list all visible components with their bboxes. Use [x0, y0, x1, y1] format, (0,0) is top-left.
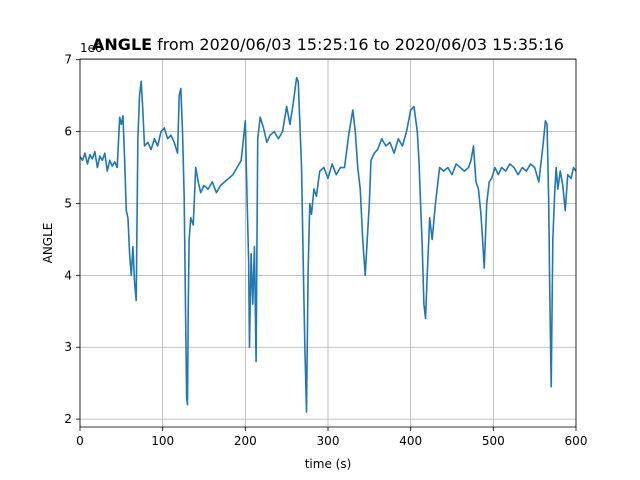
x-tick-label: 400: [399, 434, 422, 448]
y-tick-label: 2: [64, 412, 72, 426]
y-axis-label: ANGLE: [41, 223, 55, 264]
y-tick-label: 6: [64, 125, 72, 139]
title-bold: ANGLE: [92, 35, 152, 54]
x-axis-label: time (s): [305, 457, 352, 471]
title-rest: from 2020/06/03 15:25:16 to 2020/06/03 1…: [157, 35, 564, 54]
x-tick-label: 300: [317, 434, 340, 448]
y-tick-label: 3: [64, 340, 72, 354]
x-tick-label: 100: [151, 434, 174, 448]
x-tick-label: 600: [565, 434, 588, 448]
x-tick-label: 500: [482, 434, 505, 448]
data-line: [79, 76, 577, 413]
y-tick-label: 7: [64, 53, 72, 67]
y-tick-label: 5: [64, 196, 72, 210]
y-offset-label: 1e6: [80, 41, 103, 55]
y-tick-label: 4: [64, 268, 72, 282]
x-tick-label: 0: [76, 434, 84, 448]
plot-area: [79, 59, 577, 427]
x-tick-label: 200: [234, 434, 257, 448]
chart-title: ANGLE from 2020/06/03 15:25:16 to 2020/06…: [92, 35, 564, 54]
